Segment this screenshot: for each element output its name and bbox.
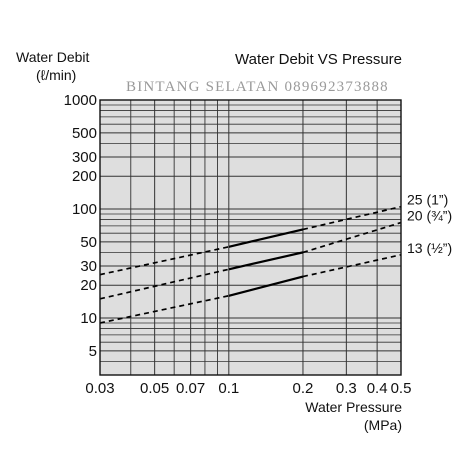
x-tick-label: 0.07 xyxy=(176,380,205,397)
series-line-dashed xyxy=(99,268,230,300)
series-line-dashed xyxy=(99,294,229,324)
tick-labels: 0.03 0.05 0.07 0.1 0.2 0.3 0.4 0.5 1000 500 300 200… xyxy=(64,92,412,397)
series-label: 20 (¾”) xyxy=(407,208,452,224)
x-tick-label: 0.05 xyxy=(140,380,169,397)
y-tick-label: 300 xyxy=(72,149,97,166)
series-line-solid xyxy=(228,275,304,297)
series-line-dashed xyxy=(302,205,402,231)
watermark-text: BINTANG SELATAN 089692373888 xyxy=(126,79,389,95)
series-labels: 25 (1”)20 (¾”) 13 (½”) xyxy=(407,192,452,256)
y-tick-label: 30 xyxy=(80,258,97,275)
series-label: 25 (1”) xyxy=(407,192,448,208)
x-tick-label: 0.4 xyxy=(367,380,388,397)
y-tick-label: 50 xyxy=(80,234,97,251)
y-tick-label: 10 xyxy=(80,310,97,327)
series-line-solid xyxy=(228,251,304,271)
y-axis-label-line1: Water Debit xyxy=(16,49,90,65)
plot-area xyxy=(100,100,401,375)
y-tick-label: 100 xyxy=(72,201,97,218)
y-tick-label: 1000 xyxy=(64,92,97,109)
series-line-dashed xyxy=(302,221,402,254)
y-tick-label: 5 xyxy=(89,343,97,360)
x-tick-label: 0.1 xyxy=(218,380,239,397)
series-line-solid xyxy=(228,228,304,248)
series-line-dashed xyxy=(99,245,229,276)
y-axis-label-line2: (ℓ/min) xyxy=(36,67,76,83)
y-tick-label: 500 xyxy=(72,125,97,142)
x-tick-label: 0.3 xyxy=(336,380,357,397)
x-axis-label-line1: Water Pressure xyxy=(305,399,402,415)
y-tick-label: 200 xyxy=(72,168,97,185)
y-tick-label: 20 xyxy=(80,277,97,294)
series-line-dashed xyxy=(302,253,402,278)
x-tick-label: 0.5 xyxy=(391,380,412,397)
series-label: 13 (½”) xyxy=(407,240,452,256)
series-lines xyxy=(99,205,402,324)
x-axis-label-line2: (MPa) xyxy=(364,417,402,433)
x-tick-label: 0.2 xyxy=(293,380,314,397)
plot-border xyxy=(99,99,402,376)
chart-title: Water Debit VS Pressure xyxy=(235,51,402,68)
x-tick-label: 0.03 xyxy=(85,380,114,397)
